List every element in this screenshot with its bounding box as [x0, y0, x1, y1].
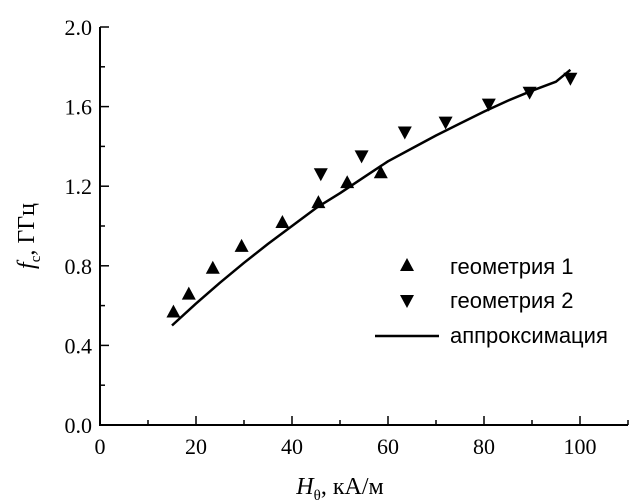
legend-label-geometry-1: геометрия 1: [450, 254, 574, 279]
x-tick-label: 80: [473, 434, 495, 459]
ticks: [99, 26, 629, 426]
x-tick-label: 100: [564, 434, 597, 459]
marker-geometry-2: [397, 126, 412, 140]
legend-marker-geometry-1: [400, 258, 414, 271]
legend-label-fit: аппроксимация: [450, 323, 608, 348]
tick-labels: 0 20 40 60 80 100 0.0 0.4 0.8 1.2 1.6 2.0: [65, 15, 597, 459]
x-tick-label: 0: [95, 434, 106, 459]
legend-label-geometry-2: геометрия 2: [450, 288, 574, 313]
marker-geometry-2: [354, 150, 369, 164]
marker-geometry-1: [181, 286, 196, 300]
y-tick-label: 0.8: [65, 254, 93, 279]
x-axis-symbol: H: [295, 474, 315, 500]
marker-geometry-1: [311, 195, 326, 209]
y-tick-label: 0.0: [65, 413, 93, 438]
y-tick-label: 2.0: [65, 15, 93, 40]
axes: [99, 27, 628, 426]
marker-geometry-1: [373, 165, 388, 179]
y-tick-label: 0.4: [65, 333, 93, 358]
marker-geometry-1: [234, 238, 249, 252]
marker-geometry-1: [275, 215, 290, 228]
y-axis-title: fc, ГГц: [14, 203, 44, 269]
y-tick-label: 1.6: [65, 95, 93, 120]
marker-geometry-2: [438, 116, 453, 130]
marker-geometry-1: [166, 304, 181, 318]
x-axis-subscript: θ: [314, 488, 321, 502]
fit-line: [171, 68, 572, 327]
marker-geometry-1: [340, 175, 355, 189]
fit-line-layer: [171, 68, 572, 327]
x-axis-title: Hθ, кА/м: [295, 474, 383, 502]
y-tick-label: 1.2: [65, 174, 93, 199]
legend: геометрия 1 геометрия 2 аппроксимация: [375, 254, 608, 348]
marker-geometry-2: [522, 86, 537, 100]
x-axis-units: , кА/м: [321, 474, 384, 500]
marker-geometry-1: [205, 260, 220, 274]
y-axis-subscript: c: [28, 255, 44, 262]
marker-geometry-2: [481, 98, 496, 112]
legend-marker-geometry-2: [400, 295, 414, 308]
x-tick-label: 60: [377, 434, 399, 459]
y-axis-symbol: f: [14, 259, 40, 269]
marker-geometry-2: [313, 168, 328, 182]
x-tick-label: 40: [281, 434, 303, 459]
marker-geometry-2: [563, 72, 578, 86]
x-tick-label: 20: [185, 434, 207, 459]
y-axis-units: , ГГц: [14, 203, 40, 256]
markers-layer: [166, 72, 578, 318]
